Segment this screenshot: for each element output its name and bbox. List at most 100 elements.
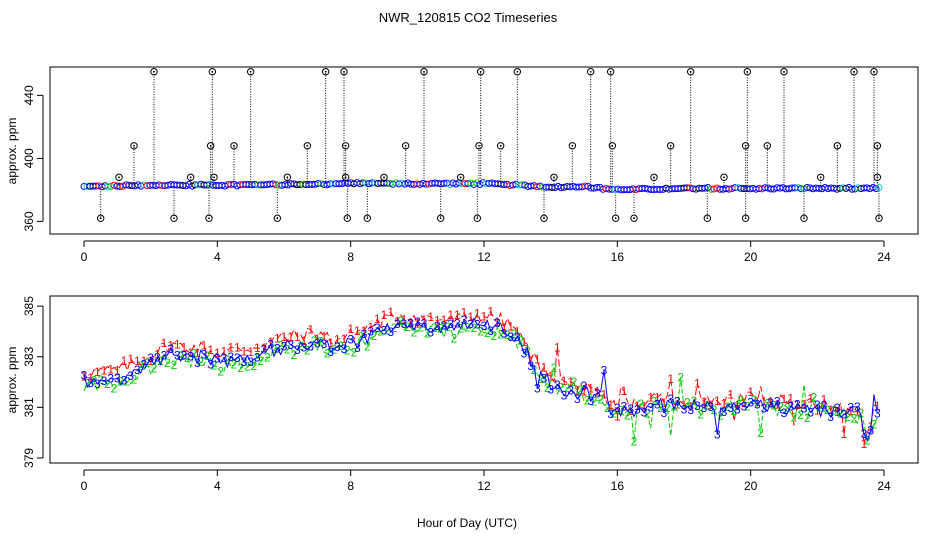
series-1-point-label: 1 bbox=[94, 365, 101, 379]
series-1-point-label: 1 bbox=[101, 364, 108, 378]
series-1-point-label: 1 bbox=[621, 384, 628, 398]
series-3-point-label: 3 bbox=[387, 325, 394, 339]
spike-point-center bbox=[346, 217, 349, 220]
spike-point-center bbox=[249, 70, 252, 73]
x-axis-label: Hour of Day (UTC) bbox=[417, 516, 517, 530]
series-3-point-label: 3 bbox=[267, 337, 274, 351]
series-1-point-label: 1 bbox=[714, 394, 721, 408]
series-2-point-label: 2 bbox=[431, 321, 438, 335]
series-2-point-label: 2 bbox=[677, 370, 684, 384]
series-2-point-label: 2 bbox=[791, 410, 798, 424]
bottom-x-tick-label: 12 bbox=[477, 479, 491, 493]
top-x-tick-label: 4 bbox=[214, 250, 221, 264]
series-3-point-label: 3 bbox=[101, 374, 108, 388]
series-1-point-label: 1 bbox=[641, 400, 648, 414]
series-1-point-label: 1 bbox=[694, 376, 701, 390]
series-3-point-label: 3 bbox=[414, 315, 421, 329]
series-3-point-label: 3 bbox=[381, 324, 388, 338]
series-3-point-label: 3 bbox=[874, 406, 881, 420]
series-1-point-label: 1 bbox=[154, 347, 161, 361]
series-1-point-label: 1 bbox=[447, 308, 454, 322]
series-1-point-label: 1 bbox=[354, 324, 361, 338]
spike-point-center bbox=[876, 176, 879, 179]
spike-point bbox=[246, 68, 255, 76]
series-1-point-label: 1 bbox=[761, 395, 768, 409]
spike-point-center bbox=[133, 144, 135, 147]
series-3-point-label: 3 bbox=[281, 340, 288, 354]
series-3-point-label: 3 bbox=[841, 407, 848, 421]
series-2-point-label: 2 bbox=[651, 394, 658, 408]
series-2-point-label: 2 bbox=[324, 346, 331, 360]
spike-point bbox=[473, 214, 482, 222]
series-1-point-label: 1 bbox=[421, 313, 428, 327]
spike-point bbox=[340, 68, 348, 76]
spike-point bbox=[380, 173, 388, 181]
series-3-point-label: 3 bbox=[114, 372, 121, 386]
top-x-tick-label: 0 bbox=[81, 250, 88, 264]
series-3-point-label: 3 bbox=[121, 374, 128, 388]
series-1-point-label: 1 bbox=[601, 388, 608, 402]
spike-point bbox=[686, 68, 695, 76]
spike-point-center bbox=[459, 176, 462, 179]
series-2-point-label: 2 bbox=[451, 331, 458, 345]
series-1-point-label: 1 bbox=[734, 398, 741, 412]
top-y-tick-label: 360 bbox=[22, 211, 36, 231]
series-3-point-label: 3 bbox=[461, 313, 468, 327]
series-2-point-label: 2 bbox=[424, 327, 431, 341]
series-1-point-label: 1 bbox=[587, 381, 594, 395]
series-1-point-label: 1 bbox=[467, 310, 474, 324]
spike-point bbox=[816, 173, 825, 181]
series-3-point-label: 3 bbox=[794, 397, 801, 411]
series-1-point-label: 1 bbox=[301, 334, 308, 348]
spike-point bbox=[341, 142, 350, 150]
series-2-point-label: 2 bbox=[124, 375, 131, 389]
series-3-point-label: 3 bbox=[574, 392, 581, 406]
spike-point-center bbox=[209, 144, 212, 147]
series-2-point-label: 2 bbox=[611, 407, 618, 421]
series-1-point-label: 1 bbox=[454, 308, 461, 322]
spike-point-center bbox=[276, 217, 279, 220]
spike-point bbox=[341, 173, 350, 181]
series-2-point-label: 2 bbox=[411, 325, 418, 339]
series-3-point-label: 3 bbox=[407, 316, 414, 330]
series-3-point-label: 3 bbox=[401, 317, 408, 331]
series-2-line bbox=[83, 319, 878, 442]
series-2-point-label: 2 bbox=[364, 339, 371, 353]
series-3-point-label: 3 bbox=[354, 341, 361, 355]
spike-point bbox=[150, 68, 158, 76]
series-3-point-label: 3 bbox=[394, 317, 401, 331]
spike-point bbox=[210, 173, 218, 181]
series-3-point-label: 3 bbox=[301, 341, 308, 355]
series-3-line bbox=[83, 317, 878, 442]
series-1-point-label: 1 bbox=[727, 388, 734, 402]
series-1-point-label: 1 bbox=[181, 341, 188, 355]
series-1-point-label: 1 bbox=[114, 364, 121, 378]
series-3-point-label: 3 bbox=[614, 401, 621, 415]
series-2-point-label: 2 bbox=[137, 359, 144, 373]
spike-point bbox=[363, 214, 372, 222]
series-1-point-label: 1 bbox=[661, 396, 668, 410]
spike-point-center bbox=[553, 176, 555, 179]
series-1-point-label: 1 bbox=[347, 322, 354, 336]
series-3-point-label: 3 bbox=[187, 349, 194, 363]
series-3-point-label: 3 bbox=[201, 348, 208, 362]
series-1-point-label: 1 bbox=[274, 332, 281, 346]
series-1-point-label: 1 bbox=[187, 346, 194, 360]
series-3-point-label: 3 bbox=[441, 318, 448, 332]
series-1-point-label: 1 bbox=[207, 343, 214, 357]
series-1-point-label: 1 bbox=[581, 385, 588, 399]
series-1-point-label: 1 bbox=[574, 383, 581, 397]
series-2-point-label: 2 bbox=[857, 406, 864, 420]
series-2-point-label: 2 bbox=[171, 358, 178, 372]
series-2-point-label: 2 bbox=[271, 342, 278, 356]
spike-point bbox=[170, 214, 178, 222]
spike-point bbox=[321, 68, 330, 76]
series-1-point-label: 1 bbox=[527, 354, 534, 368]
series-3-point-label: 3 bbox=[767, 396, 774, 410]
series-2-point-label: 2 bbox=[631, 434, 638, 448]
series-2-point-label: 2 bbox=[497, 328, 504, 342]
top-x-tick-label: 24 bbox=[877, 250, 891, 264]
spike-point bbox=[540, 214, 548, 222]
series-3-point-label: 3 bbox=[427, 325, 434, 339]
spike-point-center bbox=[589, 70, 592, 73]
